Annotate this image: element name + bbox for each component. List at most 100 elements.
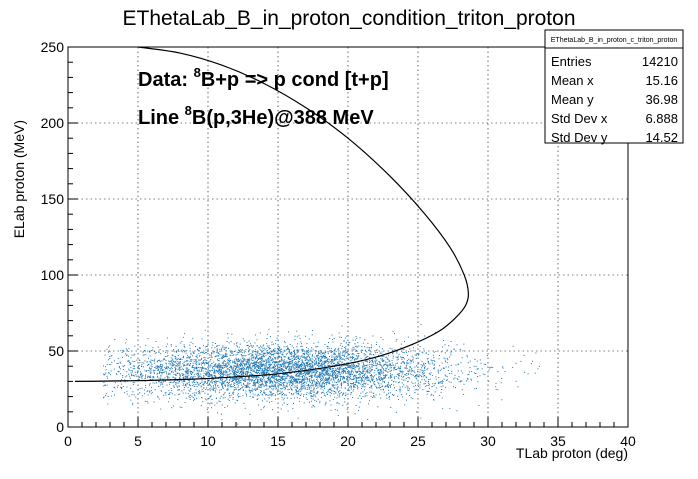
scatter-point xyxy=(180,374,181,375)
scatter-point xyxy=(339,381,340,382)
scatter-point xyxy=(403,377,404,378)
scatter-point xyxy=(346,336,347,337)
scatter-point xyxy=(205,352,206,353)
scatter-point xyxy=(266,355,267,356)
scatter-point xyxy=(424,336,425,337)
scatter-point xyxy=(449,381,450,382)
scatter-point xyxy=(300,391,301,392)
scatter-point xyxy=(386,368,387,369)
scatter-point xyxy=(267,362,268,363)
scatter-point xyxy=(327,374,328,375)
scatter-point xyxy=(330,368,331,369)
scatter-point xyxy=(387,372,388,373)
scatter-point xyxy=(240,388,241,389)
scatter-point xyxy=(164,367,165,368)
scatter-point xyxy=(407,371,408,372)
scatter-point xyxy=(227,341,228,342)
scatter-point xyxy=(339,371,340,372)
scatter-point xyxy=(183,374,184,375)
scatter-point xyxy=(206,360,207,361)
scatter-point xyxy=(354,367,355,368)
scatter-point xyxy=(272,409,273,410)
scatter-point xyxy=(178,394,179,395)
scatter-point xyxy=(418,363,419,364)
scatter-point xyxy=(283,386,284,387)
scatter-point xyxy=(323,382,324,383)
scatter-point xyxy=(270,382,271,383)
scatter-point xyxy=(257,388,258,389)
scatter-point xyxy=(389,364,390,365)
scatter-point xyxy=(423,363,424,364)
scatter-point xyxy=(169,394,170,395)
scatter-point xyxy=(205,381,206,382)
scatter-point xyxy=(253,360,254,361)
scatter-point xyxy=(338,354,339,355)
scatter-point xyxy=(270,370,271,371)
scatter-point xyxy=(266,365,267,366)
scatter-point xyxy=(288,364,289,365)
scatter-point xyxy=(320,359,321,360)
scatter-point xyxy=(345,372,346,373)
scatter-point xyxy=(261,385,262,386)
scatter-point xyxy=(449,373,450,374)
scatter-point xyxy=(214,369,215,370)
scatter-point xyxy=(138,370,139,371)
scatter-point xyxy=(220,372,221,373)
scatter-point xyxy=(358,365,359,366)
scatter-point xyxy=(295,390,296,391)
scatter-point xyxy=(290,382,291,383)
scatter-point xyxy=(313,349,314,350)
scatter-point xyxy=(117,363,118,364)
scatter-point xyxy=(216,356,217,357)
scatter-point xyxy=(202,389,203,390)
scatter-point xyxy=(253,397,254,398)
scatter-point xyxy=(261,363,262,364)
scatter-point xyxy=(213,362,214,363)
scatter-point xyxy=(296,386,297,387)
scatter-point xyxy=(242,372,243,373)
scatter-point xyxy=(289,352,290,353)
scatter-point xyxy=(468,362,469,363)
scatter-point xyxy=(259,373,260,374)
scatter-point xyxy=(283,399,284,400)
scatter-point xyxy=(149,391,150,392)
scatter-point xyxy=(343,370,344,371)
scatter-point xyxy=(316,393,317,394)
scatter-point xyxy=(318,351,319,352)
scatter-point xyxy=(205,399,206,400)
scatter-point xyxy=(186,377,187,378)
scatter-point xyxy=(158,386,159,387)
scatter-point xyxy=(303,383,304,384)
scatter-point xyxy=(198,353,199,354)
scatter-point xyxy=(238,397,239,398)
scatter-point xyxy=(198,373,199,374)
scatter-point xyxy=(258,352,259,353)
scatter-point xyxy=(379,376,380,377)
scatter-point xyxy=(241,387,242,388)
scatter-point xyxy=(320,381,321,382)
scatter-point xyxy=(218,369,219,370)
scatter-point xyxy=(204,373,205,374)
scatter-point xyxy=(352,358,353,359)
scatter-point xyxy=(287,374,288,375)
scatter-point xyxy=(335,376,336,377)
scatter-point xyxy=(217,364,218,365)
scatter-point xyxy=(341,337,342,338)
scatter-point xyxy=(261,409,262,410)
scatter-point xyxy=(332,384,333,385)
scatter-point xyxy=(160,378,161,379)
scatter-point xyxy=(128,348,129,349)
scatter-point xyxy=(275,366,276,367)
scatter-point xyxy=(304,382,305,383)
scatter-point xyxy=(302,381,303,382)
scatter-point xyxy=(243,372,244,373)
scatter-point xyxy=(272,370,273,371)
scatter-point xyxy=(212,399,213,400)
scatter-point xyxy=(227,365,228,366)
scatter-point xyxy=(350,356,351,357)
scatter-point xyxy=(129,362,130,363)
scatter-point xyxy=(270,394,271,395)
scatter-point xyxy=(457,344,458,345)
scatter-point xyxy=(311,366,312,367)
scatter-point xyxy=(295,354,296,355)
